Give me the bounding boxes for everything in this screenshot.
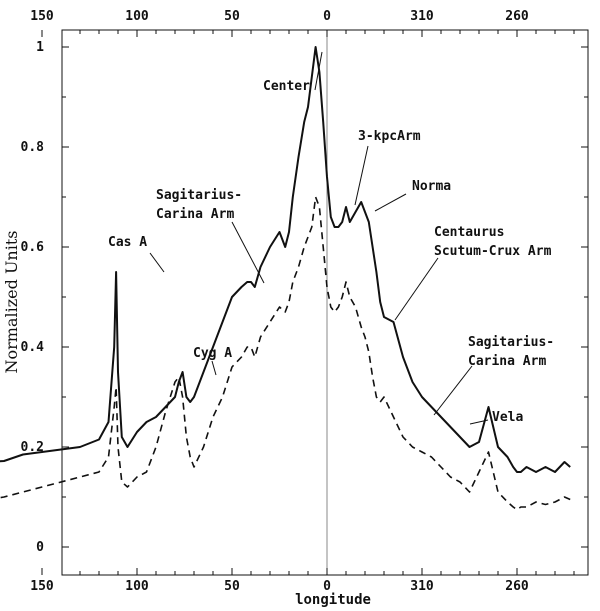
- annotation-label: Center: [263, 79, 310, 94]
- x-axis-title: longitude: [295, 592, 371, 608]
- annotation-label: 3-kpcArm: [358, 129, 421, 144]
- x-tick-label-bottom: 260: [505, 579, 529, 594]
- annotations-group: Center Sagitarius- Carina Arm Cas A Cyg A 3-k…: [108, 51, 554, 425]
- x-tick-label-bottom: 50: [224, 579, 240, 594]
- plot-frame: [61, 29, 589, 576]
- x-axis-ticks: 150150100100505000310310260260210210: [30, 9, 575, 594]
- y-tick-label: 0: [36, 540, 44, 555]
- annotation-leader: [469, 419, 489, 425]
- series-line-solid: [0, 46, 571, 473]
- x-tick-label-bottom: 310: [410, 579, 434, 594]
- x-tick-label-top: 150: [30, 9, 54, 24]
- x-tick-label-top: 0: [323, 9, 331, 24]
- annotation-label: Centaurus: [434, 225, 504, 240]
- annotation-leader: [394, 257, 439, 321]
- annotation-leader: [149, 252, 165, 273]
- annotation-label: Cas A: [108, 235, 147, 250]
- annotation-leader: [433, 365, 473, 416]
- series-group: [0, 46, 571, 511]
- annotation-leader: [231, 221, 265, 284]
- y-tick-label: 1: [36, 40, 44, 55]
- annotation-leader: [374, 193, 407, 212]
- x-tick-label-top: 100: [125, 9, 149, 24]
- annotation-leader: [314, 51, 323, 91]
- x-tick-label-bottom: 0: [323, 579, 331, 594]
- annotation-label: Sagitarius-: [156, 188, 242, 203]
- y-tick-label: 0.8: [21, 140, 45, 155]
- annotation-leader: [211, 360, 217, 376]
- y-axis-title: Normalized Units: [2, 231, 21, 374]
- annotation-label: Vela: [492, 410, 523, 425]
- x-tick-label-top: 310: [410, 9, 434, 24]
- annotation-label: Sagitarius-: [468, 335, 554, 350]
- annotation-leader: [354, 145, 369, 206]
- y-axis-ticks: 0 0.2 0.4 0.6 0.8 1: [21, 40, 588, 555]
- annotation-label: Norma: [412, 179, 451, 194]
- y-tick-label: 0.6: [21, 240, 45, 255]
- annotation-label: Scutum-Crux Arm: [434, 244, 552, 259]
- y-tick-label: 0.2: [21, 440, 44, 455]
- series-line-dashed: [0, 196, 571, 511]
- y-tick-label: 0.4: [21, 340, 45, 355]
- annotation-label: Carina Arm: [468, 354, 546, 369]
- x-tick-label-bottom: 150: [30, 579, 54, 594]
- x-tick-label-top: 260: [505, 9, 529, 24]
- x-tick-label-top: 50: [224, 9, 240, 24]
- x-tick-label-bottom: 100: [125, 579, 149, 594]
- annotation-label: Cyg A: [193, 346, 232, 361]
- annotation-label: Carina Arm: [156, 207, 234, 222]
